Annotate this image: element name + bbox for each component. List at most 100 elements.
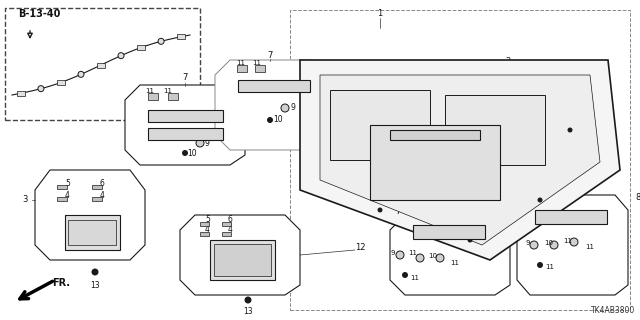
Text: 16: 16 [440,173,450,182]
Circle shape [430,150,440,160]
Circle shape [402,272,408,278]
Bar [148,110,223,122]
Bar [214,244,271,276]
Bar [137,45,145,50]
Text: 10: 10 [187,148,197,157]
Circle shape [537,262,543,268]
Circle shape [158,38,164,44]
Text: 6: 6 [100,179,105,188]
Circle shape [378,207,383,212]
Text: 13: 13 [243,308,253,316]
Text: 2: 2 [506,58,511,67]
Circle shape [409,99,417,107]
Text: 1: 1 [378,10,383,19]
Polygon shape [320,75,600,245]
Text: TK4AB3800: TK4AB3800 [591,306,635,315]
Bar [237,65,247,72]
Circle shape [413,98,417,102]
Text: 4: 4 [65,190,70,199]
Bar [148,93,158,100]
Bar [210,240,275,280]
Text: 11: 11 [586,244,595,250]
Circle shape [530,241,538,249]
Circle shape [568,127,573,132]
Circle shape [333,98,337,102]
Text: 13: 13 [90,281,100,290]
Circle shape [502,81,508,87]
Text: 7: 7 [395,207,401,217]
Bar [92,185,102,189]
Text: 11: 11 [163,88,172,94]
Bar [97,62,105,68]
Text: 7: 7 [182,74,188,83]
Text: 3: 3 [22,196,28,204]
Circle shape [92,268,99,276]
Text: 11: 11 [451,260,460,266]
Polygon shape [180,215,300,295]
Text: 4: 4 [205,226,210,235]
Text: 10: 10 [273,116,283,124]
Bar [65,215,120,250]
Polygon shape [125,85,245,165]
Bar [57,197,67,201]
Text: 9: 9 [391,250,396,256]
Text: 11: 11 [545,264,554,270]
Polygon shape [370,125,500,200]
Bar [290,10,630,310]
Circle shape [38,86,44,92]
Bar [57,80,65,85]
Circle shape [467,237,472,243]
Bar [255,65,265,72]
Circle shape [433,173,437,177]
Circle shape [436,254,444,262]
Text: 7: 7 [268,51,273,60]
Text: 15: 15 [435,85,445,94]
Text: 9: 9 [525,240,531,246]
Bar [148,128,223,140]
Circle shape [196,139,204,147]
Text: 12: 12 [355,244,365,252]
Bar [57,185,67,189]
Circle shape [570,238,578,246]
Polygon shape [445,95,545,165]
Text: 4: 4 [228,226,233,235]
Text: 11: 11 [408,250,417,256]
Text: 4: 4 [100,190,105,199]
Bar [68,220,116,245]
Text: B-13-40: B-13-40 [18,9,60,19]
Circle shape [281,104,289,112]
Text: 10: 10 [545,240,554,246]
Text: 9: 9 [291,103,296,113]
Bar [177,34,185,39]
Bar [413,225,485,239]
Text: 11: 11 [236,60,245,66]
Polygon shape [390,130,480,140]
Circle shape [433,153,437,157]
Circle shape [518,108,522,113]
Text: 11: 11 [252,60,261,66]
Bar [200,222,209,226]
Text: 11: 11 [410,275,419,281]
Bar [238,80,310,92]
Bar [92,197,102,201]
Bar [168,93,178,100]
Circle shape [416,254,424,262]
Text: 5: 5 [205,215,210,225]
Text: 11: 11 [145,88,154,94]
Polygon shape [330,90,430,160]
Bar [5,8,200,120]
Circle shape [78,71,84,77]
Text: 8: 8 [635,193,640,202]
Text: 14: 14 [440,154,450,163]
Circle shape [118,53,124,59]
Circle shape [396,251,404,259]
Circle shape [550,241,558,249]
Circle shape [538,197,543,203]
Text: 11: 11 [563,238,573,244]
Polygon shape [517,195,628,295]
Circle shape [244,297,252,303]
Circle shape [267,117,273,123]
Bar [535,210,607,224]
Bar [222,222,231,226]
Polygon shape [35,170,145,260]
